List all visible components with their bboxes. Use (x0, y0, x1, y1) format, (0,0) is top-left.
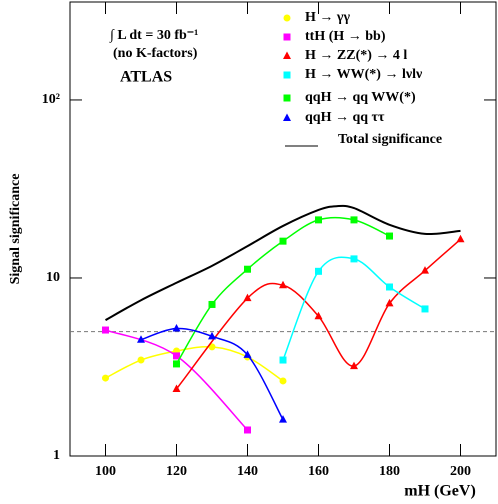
x-tick-label: 120 (166, 464, 187, 479)
legend-label: Total significance (338, 132, 442, 147)
annotation: (no K-factors) (113, 46, 198, 61)
marker (314, 311, 323, 320)
marker (172, 324, 181, 332)
marker (208, 300, 216, 308)
y-tick-label: 10 (46, 270, 60, 285)
marker (208, 331, 216, 340)
plot-frame (69, 1, 497, 457)
marker (279, 280, 287, 289)
x-tick-label: 200 (450, 464, 471, 479)
marker (244, 426, 251, 434)
marker (385, 298, 394, 307)
legend-swatch (283, 33, 291, 41)
series-line (105, 329, 249, 431)
legend-label: H → WW(*) → lνlν (305, 67, 423, 82)
marker (315, 216, 322, 224)
marker (350, 255, 358, 263)
marker (421, 266, 429, 274)
marker (350, 216, 358, 224)
legend-label: qqH → qq WW(*) (305, 90, 416, 105)
legend-swatch (283, 51, 291, 59)
y-axis-label: Signal significance (8, 174, 23, 285)
legend-label: H → γγ (305, 10, 350, 25)
series-line (105, 204, 461, 321)
marker (137, 356, 145, 364)
series-line (105, 345, 284, 382)
legend-swatch (283, 113, 291, 121)
x-tick-label: 100 (95, 464, 116, 479)
legend-swatch (283, 14, 291, 22)
x-tick-label: 140 (237, 464, 258, 479)
legend-swatch (283, 94, 291, 102)
annotation: ATLAS (120, 69, 172, 86)
marker (137, 335, 145, 343)
legend-label: H → ZZ(*) → 4 l (305, 48, 407, 63)
marker (421, 305, 429, 313)
marker (173, 352, 180, 360)
y-tick-label: 1 (53, 448, 60, 463)
marker (456, 234, 465, 243)
marker (244, 265, 251, 273)
annotation: ∫ L dt = 30 fb⁻¹ (109, 28, 198, 43)
marker (279, 237, 287, 245)
marker (243, 293, 252, 302)
x-tick-label: 160 (308, 464, 329, 479)
marker (102, 326, 109, 334)
marker (386, 283, 393, 291)
legend-swatch (283, 71, 291, 79)
marker (315, 267, 322, 275)
marker (386, 232, 393, 240)
marker (208, 343, 216, 351)
y-tick-label: 10² (42, 92, 60, 107)
legend-label: ttH (H → bb) (305, 29, 386, 44)
marker (350, 361, 358, 370)
marker (279, 415, 287, 423)
x-tick-label: 180 (379, 464, 400, 479)
marker (243, 350, 252, 358)
x-axis-label: mH (GeV) (404, 483, 476, 500)
series-line (282, 256, 426, 361)
marker (279, 377, 287, 385)
marker (279, 356, 287, 364)
marker (172, 384, 181, 392)
marker (102, 374, 109, 382)
legend-label: qqH → qq ττ (305, 110, 385, 125)
marker (173, 360, 180, 368)
